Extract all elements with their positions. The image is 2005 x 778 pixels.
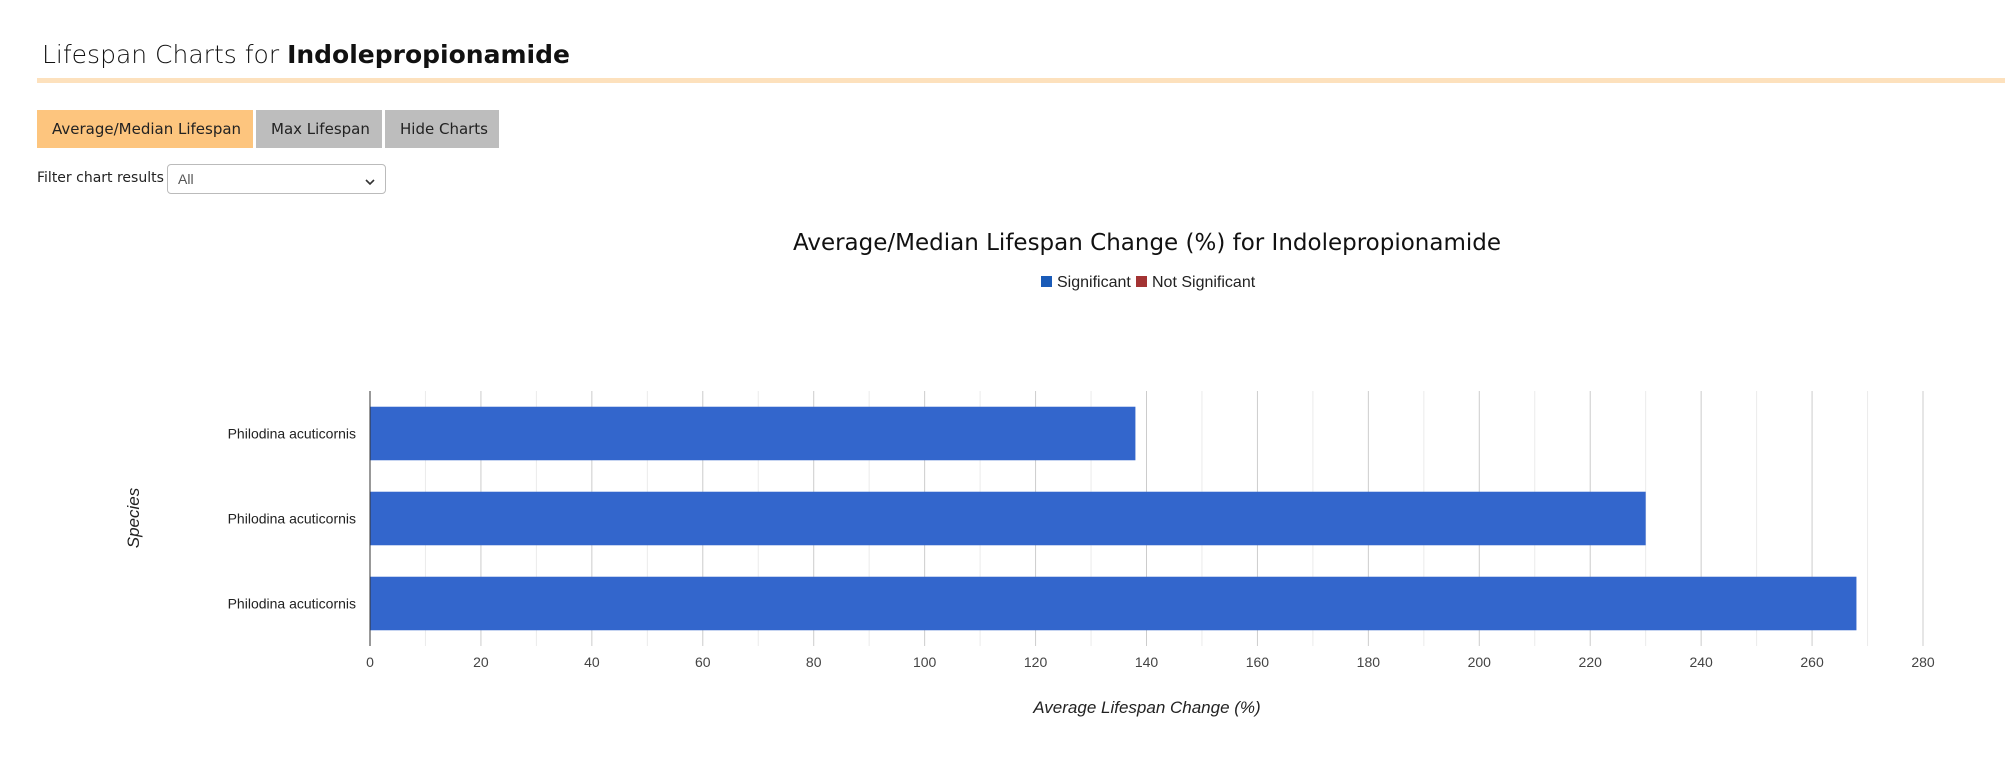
filter-label: Filter chart results: [37, 170, 164, 186]
tab-hide-charts[interactable]: Hide Charts: [385, 110, 499, 148]
x-tick-label: 40: [584, 654, 600, 670]
tab-max-lifespan[interactable]: Max Lifespan: [256, 110, 382, 148]
category-label: Philodina acuticornis: [228, 596, 356, 612]
page-title: Lifespan Charts for Indolepropionamide: [42, 40, 570, 69]
chevron-down-icon: [365, 174, 375, 186]
chart-x-tick-labels: 0 20 40 60 80 100 120 140 160 180 200 220 240 260 280: [366, 654, 1935, 670]
chart-legend: Significant Not Significant: [1041, 274, 1256, 291]
page-title-prefix: Lifespan Charts for: [42, 40, 288, 69]
chart-category-labels: Philodina acuticornis Philodina acuticorn…: [228, 426, 356, 612]
legend-label-not-significant: Not Significant: [1152, 274, 1256, 291]
category-label: Philodina acuticornis: [228, 511, 356, 527]
legend-swatch-significant: [1041, 276, 1052, 287]
x-tick-label: 80: [806, 654, 822, 670]
x-tick-label: 240: [1689, 654, 1713, 670]
y-axis-label: Species: [124, 487, 143, 548]
x-axis-label: Average Lifespan Change (%): [1032, 698, 1260, 717]
bar[interactable]: [370, 576, 1857, 631]
compound-name: Indolepropionamide: [287, 40, 570, 69]
tab-average-median-lifespan[interactable]: Average/Median Lifespan: [37, 110, 253, 148]
x-tick-label: 260: [1800, 654, 1824, 670]
category-label: Philodina acuticornis: [228, 426, 356, 442]
x-tick-label: 120: [1024, 654, 1048, 670]
legend-swatch-not-significant: [1136, 276, 1147, 287]
heading-divider: [37, 78, 2005, 83]
bar[interactable]: [370, 491, 1646, 546]
x-tick-label: 60: [695, 654, 711, 670]
x-tick-label: 0: [366, 654, 374, 670]
bar[interactable]: [370, 406, 1136, 461]
x-tick-label: 200: [1468, 654, 1492, 670]
filter-select[interactable]: All: [167, 164, 386, 194]
chart-title: Average/Median Lifespan Change (%) for I…: [793, 230, 1501, 256]
x-tick-label: 160: [1246, 654, 1270, 670]
x-tick-label: 280: [1911, 654, 1935, 670]
chart-tabs: Average/Median Lifespan Max Lifespan Hid…: [37, 110, 499, 148]
x-tick-label: 20: [473, 654, 489, 670]
chart-bars: [370, 406, 1857, 631]
filter-selected-value: All: [178, 171, 194, 187]
x-tick-label: 100: [913, 654, 937, 670]
legend-label-significant: Significant: [1057, 274, 1131, 291]
x-tick-label: 220: [1579, 654, 1603, 670]
x-tick-label: 180: [1357, 654, 1381, 670]
x-tick-label: 140: [1135, 654, 1159, 670]
